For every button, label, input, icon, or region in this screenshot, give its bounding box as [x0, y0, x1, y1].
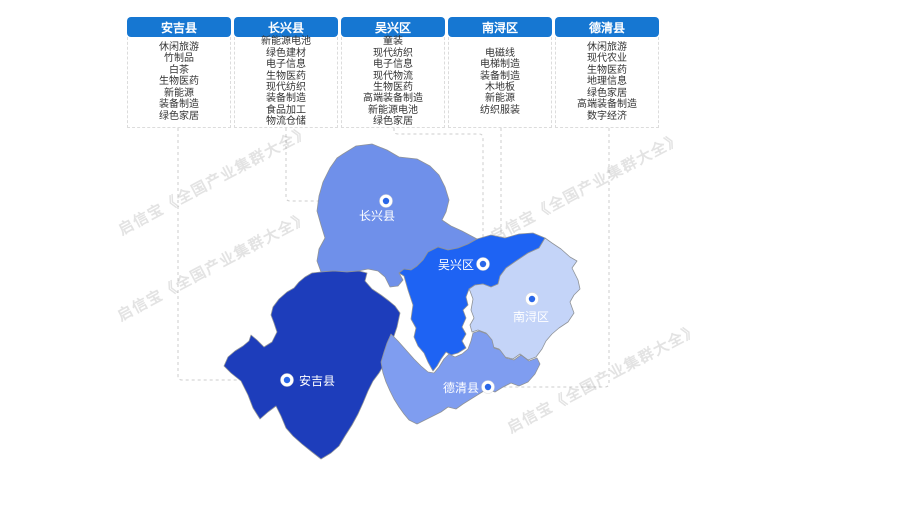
industry-item: 纺织服装 [480, 104, 520, 116]
industry-item: 电子信息 [266, 59, 306, 71]
connector-deqing [496, 128, 610, 388]
region-deqing[interactable] [380, 330, 541, 425]
industry-item: 竹制品 [164, 53, 194, 65]
industry-item: 绿色家居 [373, 116, 413, 128]
industry-item: 绿色家居 [159, 110, 199, 122]
marker-anji[interactable] [280, 373, 294, 387]
district-shapes [223, 143, 581, 460]
label-nanxun: 南浔区 [513, 309, 549, 324]
industry-item: 童装 [383, 36, 403, 48]
industry-item: 现代农业 [587, 53, 627, 65]
industry-item: 现代纺织 [266, 82, 306, 93]
industry-item: 食品加工 [266, 104, 306, 116]
map-markers [280, 194, 539, 394]
industry-item: 装备制造 [159, 99, 199, 111]
panel-nanxun: 南浔区 电磁线 电梯制造 装备制造 木地板 新能源 纺织服装 [448, 17, 552, 128]
label-changxing: 长兴县 [359, 209, 395, 223]
panel-changxing: 长兴县 新能源电池 绿色建材 电子信息 生物医药 现代纺织 装备制造 食品加工 … [234, 17, 338, 128]
panel-changxing-industries: 新能源电池 绿色建材 电子信息 生物医药 现代纺织 装备制造 食品加工 物流仓储 [234, 36, 338, 128]
label-anji: 安吉县 [299, 373, 335, 388]
connector-anji [177, 128, 279, 381]
industry-item: 新能源 [485, 93, 515, 105]
panel-anji-industries: 休闲旅游 竹制品 白茶 生物医药 新能源 装备制造 绿色家居 [127, 37, 231, 128]
label-deqing: 德清县 [443, 380, 479, 395]
industry-item: 绿色建材 [266, 47, 306, 59]
panel-wuxing-title: 吴兴区 [341, 17, 445, 37]
industry-item: 休闲旅游 [587, 42, 627, 54]
marker-wuxing[interactable] [476, 257, 490, 271]
marker-nanxun[interactable] [525, 292, 539, 306]
panel-nanxun-industries: 电磁线 电梯制造 装备制造 木地板 新能源 纺织服装 [448, 37, 552, 128]
industry-item: 电梯制造 [480, 59, 520, 71]
marker-changxing[interactable] [379, 194, 393, 208]
industry-item: 生物医药 [373, 82, 413, 93]
panel-deqing-industries: 休闲旅游 现代农业 生物医药 地理信息 绿色家居 高端装备制造 数字经济 [555, 37, 659, 128]
connector-changxing [285, 128, 378, 202]
industry-item: 白茶 [169, 64, 189, 76]
panel-changxing-title: 长兴县 [234, 17, 338, 37]
industry-item: 绿色家居 [587, 87, 627, 99]
label-wuxing: 吴兴区 [438, 258, 474, 272]
industry-item: 装备制造 [266, 93, 306, 105]
panel-deqing: 德清县 休闲旅游 现代农业 生物医药 地理信息 绿色家居 高端装备制造 数字经济 [555, 17, 659, 128]
industry-item: 生物医药 [587, 64, 627, 76]
industry-item: 现代纺织 [373, 47, 413, 59]
industry-item: 电子信息 [373, 59, 413, 71]
industry-item: 现代物流 [373, 70, 413, 82]
industry-item: 生物医药 [266, 70, 306, 82]
panel-deqing-title: 德清县 [555, 17, 659, 37]
region-wuxing[interactable] [398, 232, 546, 372]
industry-item: 数字经济 [587, 110, 627, 122]
industry-item: 地理信息 [587, 76, 627, 88]
map-labels: 长兴县 吴兴区 南浔区 安吉县 德清县 [299, 209, 549, 395]
industry-item: 电磁线 [485, 47, 515, 59]
region-anji[interactable] [223, 270, 401, 460]
industry-item: 新能源 [164, 87, 194, 99]
panel-wuxing: 吴兴区 童装 现代纺织 电子信息 现代物流 生物医药 高端装备制造 新能源电池 … [341, 17, 445, 128]
industry-item: 高端装备制造 [577, 99, 637, 111]
district-panels: 安吉县 休闲旅游 竹制品 白茶 生物医药 新能源 装备制造 绿色家居 长兴县 新… [127, 17, 659, 128]
region-nanxun[interactable] [468, 237, 581, 361]
panel-nanxun-title: 南浔区 [448, 17, 552, 37]
industry-item: 新能源电池 [261, 36, 311, 48]
industry-item: 高端装备制造 [363, 93, 423, 105]
marker-deqing[interactable] [481, 380, 495, 394]
industry-item: 新能源电池 [368, 104, 418, 116]
panel-wuxing-industries: 童装 现代纺织 电子信息 现代物流 生物医药 高端装备制造 新能源电池 绿色家居 [341, 36, 445, 128]
panel-anji-title: 安吉县 [127, 17, 231, 37]
industry-item: 物流仓储 [266, 116, 306, 128]
connector-wuxing [393, 128, 484, 256]
industry-item: 装备制造 [480, 70, 520, 82]
industry-item: 生物医药 [159, 76, 199, 88]
industry-item: 木地板 [485, 82, 515, 93]
panel-anji: 安吉县 休闲旅游 竹制品 白茶 生物医药 新能源 装备制造 绿色家居 [127, 17, 231, 128]
industry-item: 休闲旅游 [159, 42, 199, 54]
